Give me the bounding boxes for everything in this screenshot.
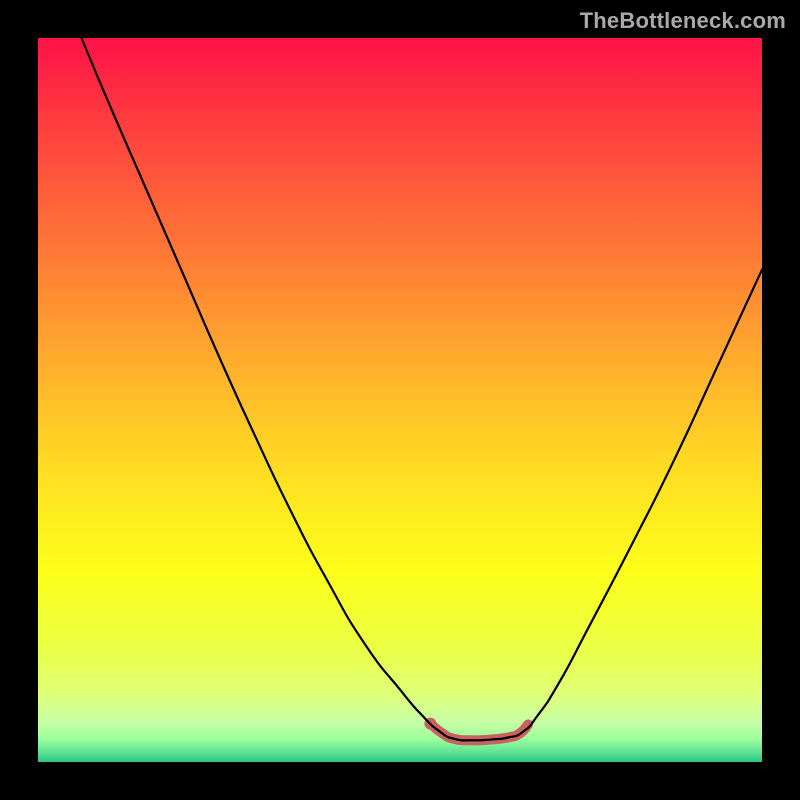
plot-area xyxy=(38,38,762,762)
watermark-text: TheBottleneck.com xyxy=(580,8,786,34)
plot-svg xyxy=(38,38,762,762)
gradient-background xyxy=(38,38,762,762)
chart-frame: TheBottleneck.com xyxy=(0,0,800,800)
